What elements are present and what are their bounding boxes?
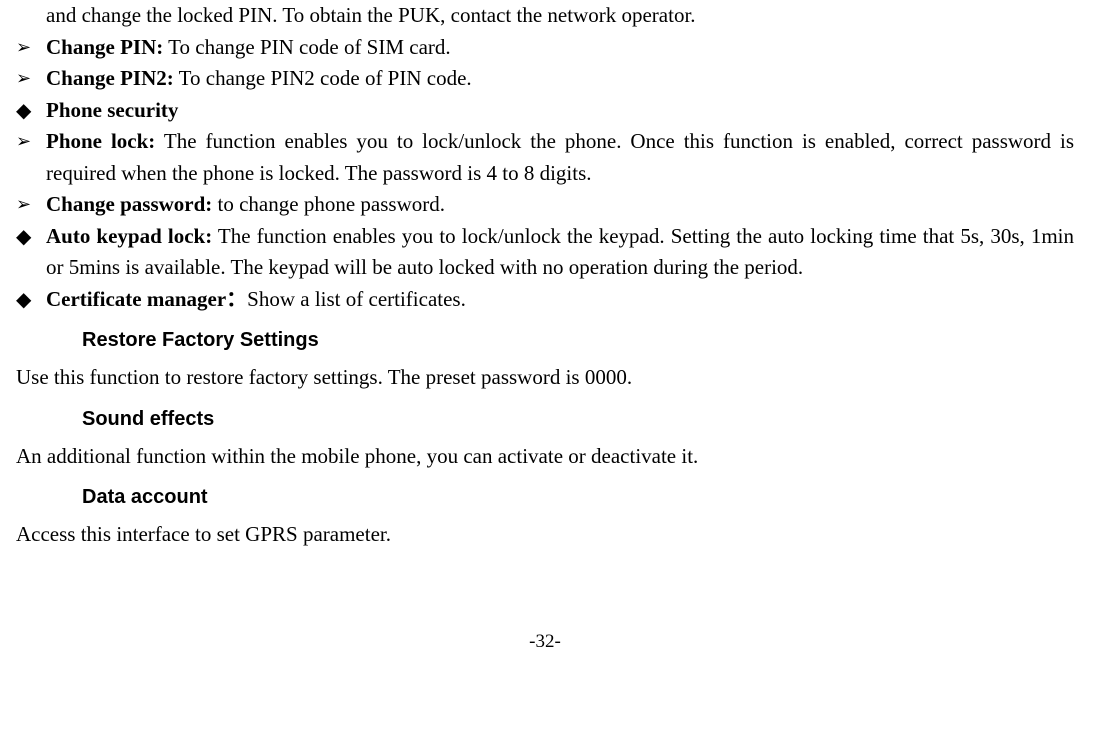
diamond-bullet-icon: ◆ (16, 96, 46, 126)
list-item: ➢ Change password: to change phone passw… (16, 189, 1074, 221)
list-item: ◆ Certificate manager：Show a list of cer… (16, 284, 1074, 316)
section-body: An additional function within the mobile… (16, 441, 1074, 473)
list-item: ◆ Phone security (16, 95, 1074, 127)
arrow-bullet-icon: ➢ (16, 191, 46, 218)
section-heading: Sound effects (82, 408, 1074, 431)
list-item: ➢ Change PIN2: To change PIN2 code of PI… (16, 63, 1074, 95)
section-heading: Data account (82, 486, 1074, 509)
arrow-bullet-icon: ➢ (16, 128, 46, 155)
diamond-bullet-icon: ◆ (16, 222, 46, 252)
item-text: Show a list of certificates. (247, 287, 466, 311)
list-item: ➢ Change PIN: To change PIN code of SIM … (16, 32, 1074, 64)
diamond-bullet-icon: ◆ (16, 285, 46, 315)
page-number: -32- (16, 631, 1074, 653)
item-text: The function enables you to lock/unlock … (46, 129, 1074, 185)
item-text: To change PIN code of SIM card. (163, 35, 450, 59)
arrow-bullet-icon: ➢ (16, 65, 46, 92)
continuation-text: and change the locked PIN. To obtain the… (46, 3, 696, 27)
section-body: Use this function to restore factory set… (16, 362, 1074, 394)
section-body: Access this interface to set GPRS parame… (16, 519, 1074, 551)
arrow-bullet-icon: ➢ (16, 34, 46, 61)
item-label: Phone security (46, 98, 178, 122)
item-label: Change password: (46, 192, 212, 216)
item-label: Phone lock: (46, 129, 155, 153)
item-label: Certificate manager： (46, 287, 247, 311)
item-text: to change phone password. (212, 192, 445, 216)
item-text: To change PIN2 code of PIN code. (174, 66, 472, 90)
item-label: Change PIN2: (46, 66, 174, 90)
document-page: and change the locked PIN. To obtain the… (0, 0, 1098, 653)
item-label: Change PIN: (46, 35, 163, 59)
list-item: ◆ Auto keypad lock: The function enables… (16, 221, 1074, 284)
section-heading: Restore Factory Settings (82, 329, 1074, 352)
list-item-continuation: and change the locked PIN. To obtain the… (46, 0, 1074, 32)
list-item: ➢ Phone lock: The function enables you t… (16, 126, 1074, 189)
item-label: Auto keypad lock: (46, 224, 212, 248)
